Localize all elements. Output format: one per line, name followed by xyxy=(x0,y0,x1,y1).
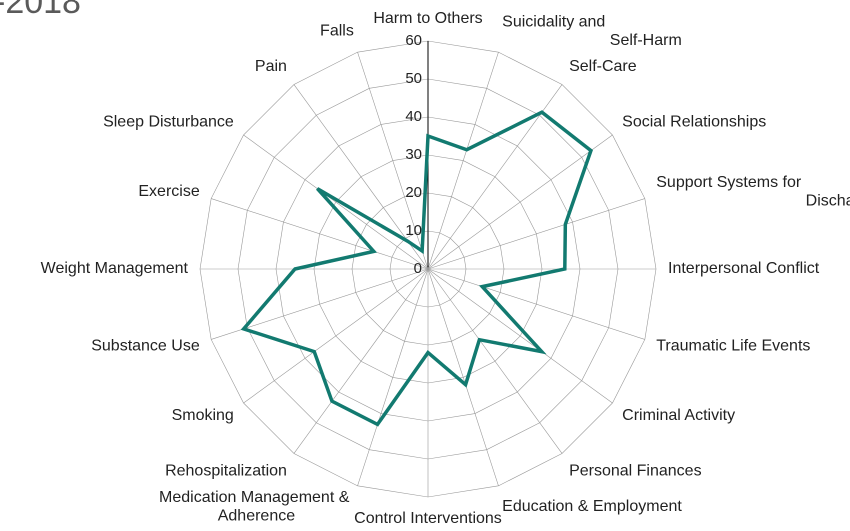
label-line: Suicidality and xyxy=(502,14,610,31)
r-tick-label: 60 xyxy=(405,32,422,49)
category-label: Exercise xyxy=(138,183,199,200)
category-label: Support Systems for Discharge xyxy=(656,174,850,209)
category-label: Pain xyxy=(255,58,287,75)
spoke xyxy=(243,268,429,404)
r-tick-label: 0 xyxy=(414,260,422,277)
category-label: Medication Management & Adherence xyxy=(159,489,354,524)
spoke xyxy=(427,268,499,486)
spoke xyxy=(427,198,645,270)
spoke xyxy=(293,268,429,454)
chart-title: -2018 xyxy=(0,0,81,21)
spoke xyxy=(357,52,429,270)
category-label: Substance Use xyxy=(91,337,200,354)
category-label: Education & Employment xyxy=(502,498,682,515)
spoke xyxy=(427,268,613,404)
spoke xyxy=(211,198,429,270)
r-tick-label: 30 xyxy=(405,146,422,163)
label-line: Discharge xyxy=(806,193,850,210)
category-label: Control Interventions xyxy=(354,510,502,527)
category-label: Criminal Activity xyxy=(622,407,735,424)
category-label: Rehospitalization xyxy=(165,462,287,479)
r-tick-label: 20 xyxy=(405,184,422,201)
spoke xyxy=(211,268,429,340)
category-label: Self-Care xyxy=(569,58,637,75)
category-label: Falls xyxy=(320,22,354,39)
spoke xyxy=(427,268,645,340)
spoke xyxy=(357,268,429,486)
label-line: Support Systems for xyxy=(656,174,805,191)
category-label: Social Relationships xyxy=(622,113,766,130)
category-label: Sleep Disturbance xyxy=(103,113,234,130)
label-line: Self-Harm xyxy=(610,32,682,49)
label-line: Adherence xyxy=(218,508,295,525)
series-line xyxy=(240,110,593,427)
r-tick-label: 10 xyxy=(405,222,422,239)
category-label: Traumatic Life Events xyxy=(656,337,810,354)
r-tick-label: 40 xyxy=(405,108,422,125)
category-label: Weight Management xyxy=(41,260,189,277)
spoke xyxy=(427,84,563,270)
spoke xyxy=(427,52,499,270)
spoke xyxy=(427,134,613,270)
category-label: Interpersonal Conflict xyxy=(668,260,820,277)
category-label: Smoking xyxy=(172,407,234,424)
label-line: Medication Management & xyxy=(159,489,354,506)
category-label: Harm to Others xyxy=(373,10,482,27)
category-label: Personal Finances xyxy=(569,462,702,479)
r-tick-label: 50 xyxy=(405,70,422,87)
spoke xyxy=(243,134,429,270)
spoke xyxy=(427,268,563,454)
category-label: Suicidality and Self-Harm xyxy=(502,14,682,49)
